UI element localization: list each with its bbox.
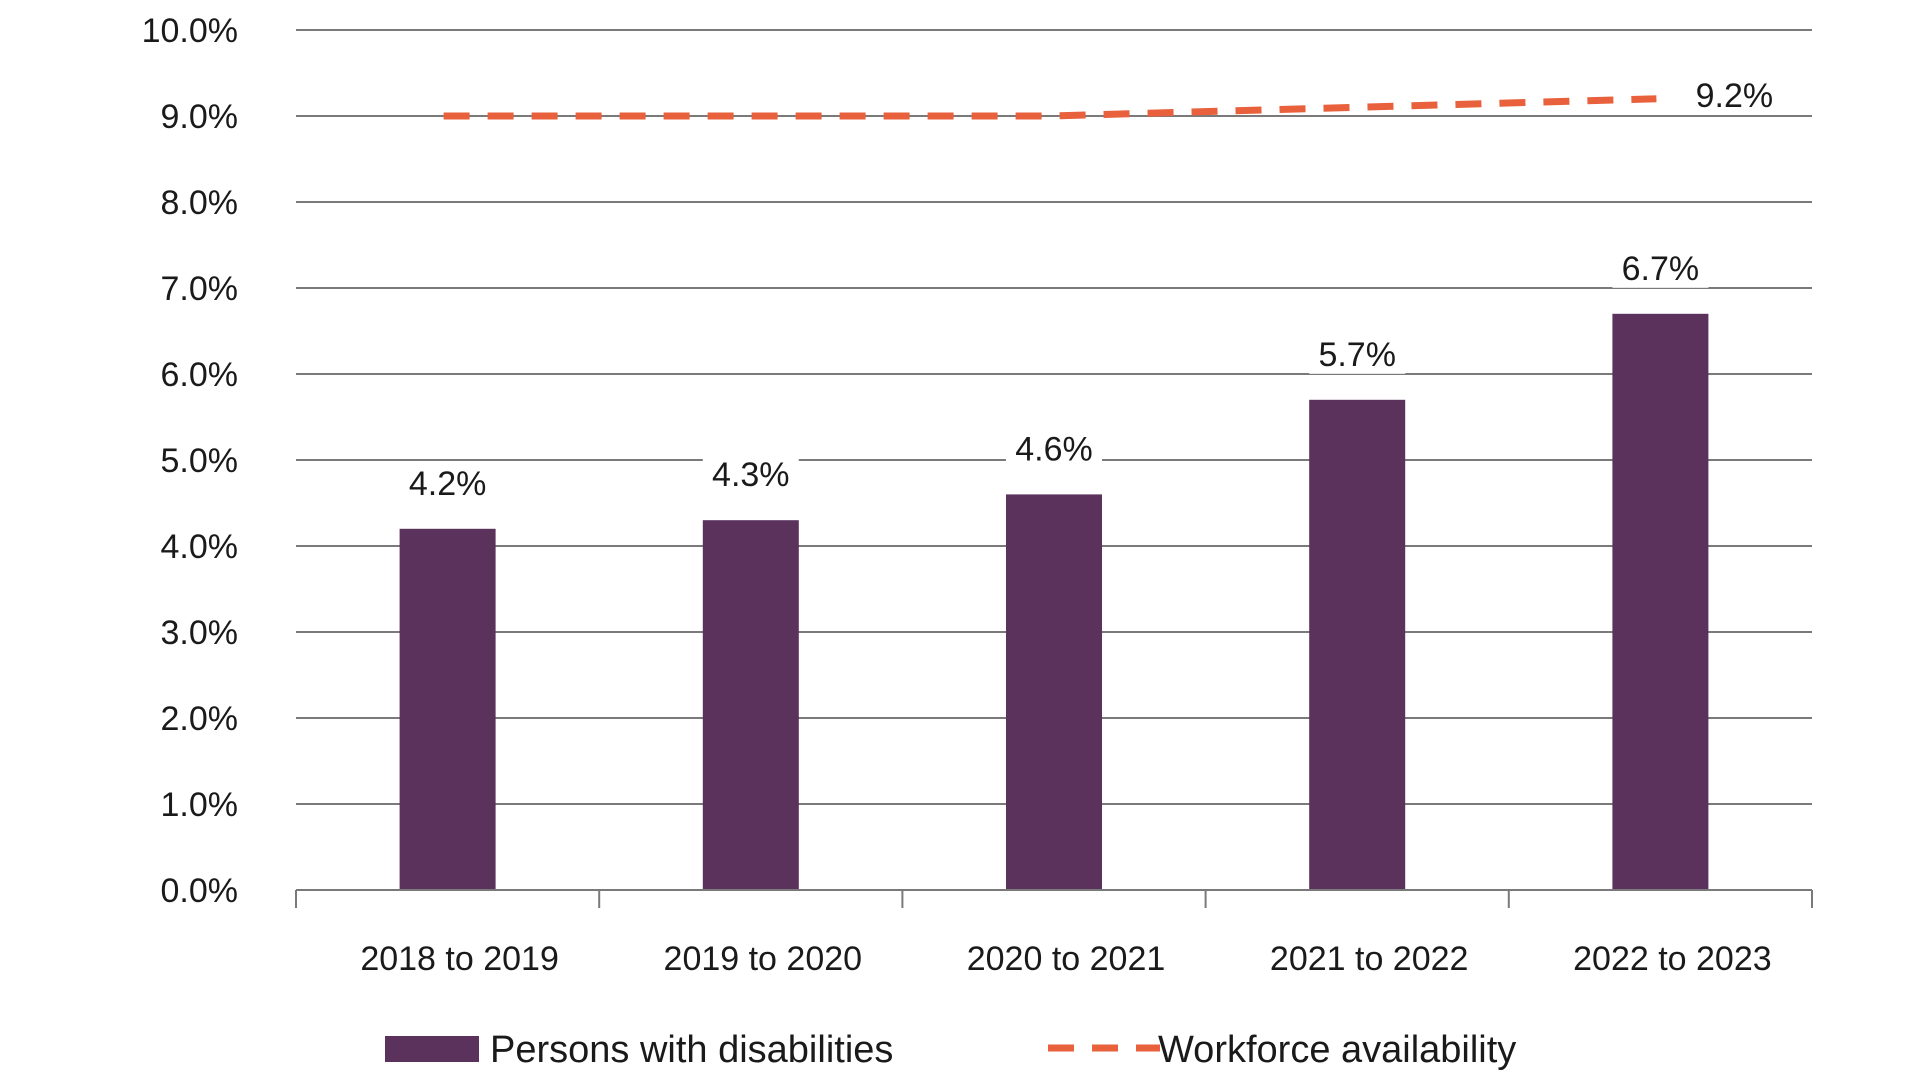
data-label-background [1309,333,1406,374]
bar-data-label: 4.3% [712,456,790,494]
x-tick-label: 2019 to 2020 [664,940,863,978]
x-tick-label: 2022 to 2023 [1573,940,1772,978]
bar-data-label: 4.2% [409,465,487,503]
legend-bar-label: Persons with disabilities [490,1029,893,1071]
y-tick-label: 2.0% [161,700,239,738]
data-label-background [702,454,799,495]
y-tick-label: 4.0% [161,528,239,566]
bar-data-label: 6.7% [1622,250,1700,288]
bar [1309,399,1406,890]
line-data-label: 9.2% [1696,77,1774,115]
y-tick-label: 8.0% [161,184,239,222]
data-labels: 4.2% 4.3% 4.6% 5.7% 6.7% 9.2% [399,74,1783,503]
y-tick-label: 10.0% [142,12,238,50]
workforce-line [443,95,1657,120]
bar [1612,313,1709,890]
y-tick-label: 0.0% [161,872,239,910]
y-tick-label: 9.0% [161,98,239,136]
bar-data-label: 5.7% [1318,336,1396,374]
x-tick-label: 2021 to 2022 [1270,940,1469,978]
x-tick-label: 2018 to 2019 [360,940,559,978]
legend-line-label: Workforce availability [1158,1029,1516,1071]
legend: Persons with disabilities Workforce avai… [385,1029,1516,1071]
y-tick-label: 3.0% [161,614,239,652]
y-tick-label: 7.0% [161,270,239,308]
x-axis: 2018 to 2019 2019 to 2020 2020 to 2021 2021… [295,889,1813,978]
data-label-background [399,462,496,503]
bars [399,313,1709,890]
y-axis-tick-labels: 0.0% 1.0% 2.0% 3.0% 4.0% 5.0% 6.0% 7.0% 8.0% 9.0%… [142,12,238,910]
data-label-background [1686,74,1783,115]
bar [1006,494,1102,890]
data-label-background [1006,428,1102,469]
workforce-line-path [443,95,1657,120]
legend-bar-swatch [385,1036,479,1062]
data-label-background [1612,247,1709,288]
x-tick-label: 2020 to 2021 [967,940,1166,978]
bar [702,520,799,890]
bar-data-label: 4.6% [1015,430,1093,468]
y-tick-label: 1.0% [161,786,239,824]
y-tick-label: 6.0% [161,356,239,394]
y-tick-label: 5.0% [161,442,239,480]
bar [399,528,496,890]
